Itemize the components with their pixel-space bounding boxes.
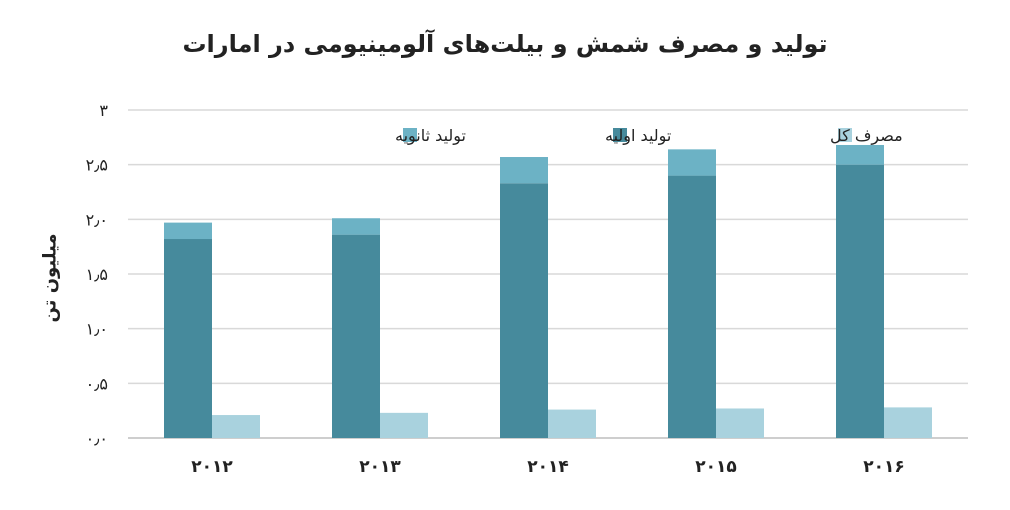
y-tick-label: ۱٫۵	[86, 265, 108, 284]
bar-secondary-production	[836, 144, 884, 165]
y-tick-label: ۱٫۰	[86, 320, 108, 339]
bar-total-consumption	[716, 408, 764, 438]
y-tick-label: ۰٫۵	[86, 374, 108, 393]
bar-primary-production	[836, 164, 884, 438]
x-tick-label: ۲۰۱۲	[191, 457, 233, 477]
legend: مصرف کل تولید اولیه تولید ثانویه	[395, 126, 903, 146]
x-tick-label: ۲۰۱۵	[695, 457, 737, 477]
x-axis-ticks: ۲۰۱۲ ۲۰۱۳ ۲۰۱۴ ۲۰۱۵ ۲۰۱۶	[191, 457, 905, 477]
bar-primary-production	[332, 234, 380, 438]
bar-total-consumption	[212, 415, 260, 438]
bar-primary-production	[668, 175, 716, 438]
legend-label: تولید ثانویه	[395, 126, 466, 146]
bar-secondary-production	[668, 149, 716, 176]
bars	[164, 144, 932, 438]
y-tick-label: ۲٫۰	[86, 210, 108, 229]
legend-label: مصرف کل	[830, 126, 903, 146]
chart-title: تولید و مصرف شمش و بیلت‌های آلومینیومی د…	[182, 30, 828, 58]
legend-swatch	[838, 128, 852, 142]
y-axis-ticks: ۰٫۰ ۰٫۵ ۱٫۰ ۱٫۵ ۲٫۰ ۲٫۵ ۳	[86, 101, 109, 448]
y-tick-label: ۳	[99, 101, 108, 120]
x-tick-label: ۲۰۱۶	[863, 457, 905, 477]
x-tick-label: ۲۰۱۴	[527, 457, 569, 477]
x-tick-label: ۲۰۱۳	[359, 457, 401, 477]
bar-total-consumption	[380, 412, 428, 438]
y-tick-label: ۰٫۰	[86, 429, 108, 448]
bar-secondary-production	[500, 157, 548, 184]
bar-secondary-production	[164, 222, 212, 240]
bar-primary-production	[500, 183, 548, 438]
bar-primary-production	[164, 239, 212, 438]
legend-label: تولید اولیه	[605, 126, 671, 146]
legend-swatch	[403, 128, 417, 142]
bar-total-consumption	[548, 409, 596, 438]
y-tick-label: ۲٫۵	[86, 156, 108, 175]
bar-secondary-production	[332, 218, 380, 235]
bar-total-consumption	[884, 407, 932, 438]
legend-swatch	[613, 128, 627, 142]
